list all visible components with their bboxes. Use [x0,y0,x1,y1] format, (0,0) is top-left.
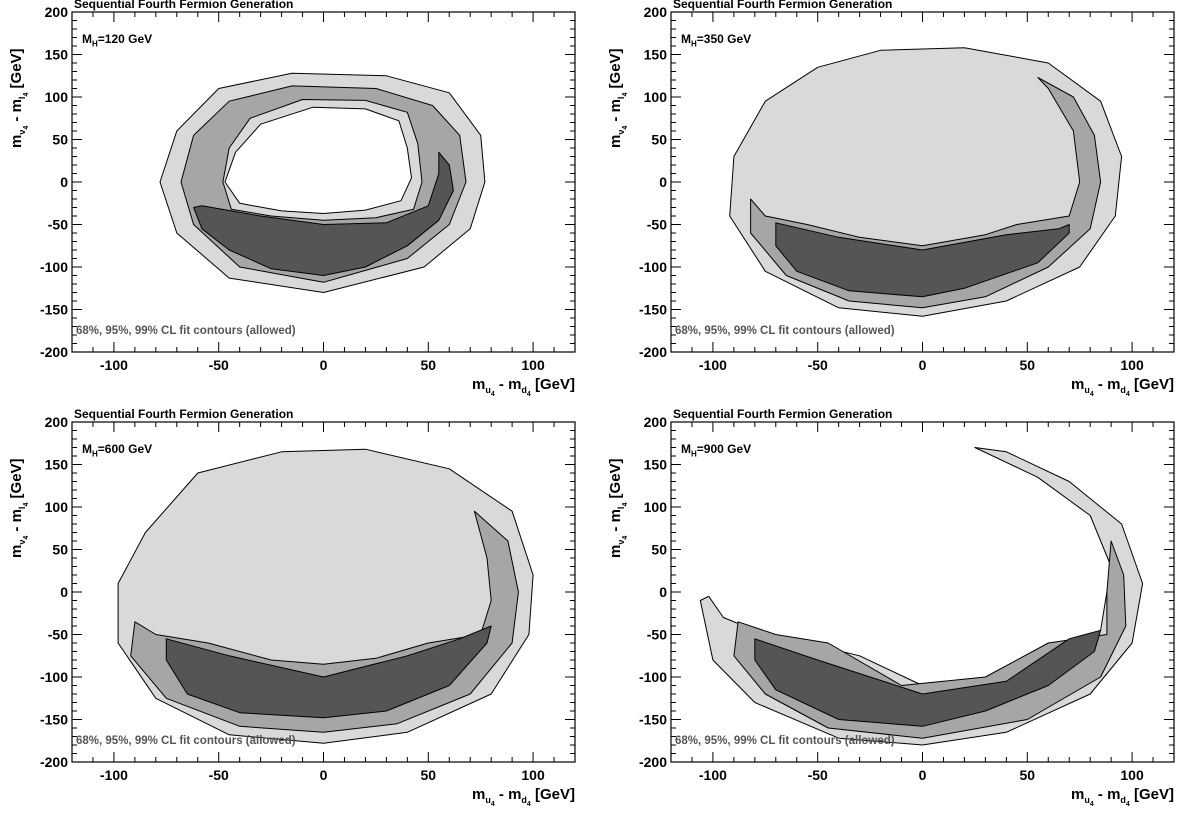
y-tick-label: 150 [644,457,668,473]
x-tick-label: -50 [209,357,229,373]
y-tick-label: -200 [639,754,667,770]
x-tick-label: -100 [100,357,128,373]
y-tick-label: 0 [659,174,667,190]
y-tick-label: -50 [48,627,68,643]
contour-68-cl [754,629,1102,727]
y-tick-label: -50 [647,627,667,643]
y-tick-label: -200 [639,344,667,360]
x-axis-label: mu4 - md4 [GeV] [1070,376,1174,398]
contour-plot: -100 -50 0 50 100 -200 -150 -100 -50 0 50 100 150 200 [40,414,576,783]
contour-plot: -100 -50 0 50 100 -200 -150 -100 -50 0 50 100 150 200 [40,4,576,373]
y-tick-label: 0 [60,584,68,600]
chart-title: Sequential Fourth Fermion Generation [74,407,294,421]
x-tick-label: 50 [1020,357,1036,373]
y-tick-label: 200 [644,4,668,20]
y-tick-label: 200 [644,414,668,430]
higgs-mass-label: MH=120 GeV [82,32,153,49]
chart-panel-1: -100 -50 0 50 100 -200 -150 -100 -50 0 50 100 150 200… [0,0,598,409]
y-tick-label: -50 [48,217,68,233]
x-tick-label: -50 [808,357,828,373]
x-tick-label: 0 [320,357,328,373]
chart-panel-3: -100 -50 0 50 100 -200 -150 -100 -50 0 50 100 150 200… [0,407,598,819]
y-tick-label: 50 [651,542,667,558]
x-tick-label: 100 [521,357,545,373]
x-axis-label: mu4 - md4 [GeV] [1070,786,1174,808]
contour-68-cl [193,151,454,276]
x-tick-label: -100 [699,767,727,783]
x-tick-label: 100 [1120,767,1144,783]
higgs-mass-label: MH=900 GeV [681,442,752,459]
y-tick-label: 150 [644,47,668,63]
y-tick-label: 0 [659,584,667,600]
x-tick-label: 100 [1120,357,1144,373]
contour-excluded [224,106,412,214]
x-tick-label: 50 [1020,767,1036,783]
y-tick-label: -150 [40,302,68,318]
y-tick-label: 50 [651,132,667,148]
y-tick-label: -100 [639,259,667,275]
y-tick-label: 150 [45,457,69,473]
x-tick-label: 0 [320,767,328,783]
x-tick-label: -50 [808,767,828,783]
y-axis-label: mν4 - ml4 [GeV] [8,48,30,148]
y-tick-label: 50 [52,542,68,558]
y-tick-label: -150 [639,712,667,728]
chart-title: Sequential Fourth Fermion Generation [673,0,893,11]
x-tick-label: -50 [209,767,229,783]
y-tick-label: -100 [40,669,68,685]
x-tick-label: 100 [521,767,545,783]
contour-plot: -100 -50 0 50 100 -200 -150 -100 -50 0 50 100 150 200 [639,4,1175,373]
contour-legend-note: 68%, 95%, 99% CL fit contours (allowed) [76,735,296,747]
y-tick-label: 100 [45,499,69,515]
chart-panel-2: -100 -50 0 50 100 -200 -150 -100 -50 0 50 100 150 200… [599,0,1197,409]
x-tick-label: -100 [100,767,128,783]
x-tick-label: 50 [421,357,437,373]
higgs-mass-label: MH=350 GeV [681,32,752,49]
contour-legend-note: 68%, 95%, 99% CL fit contours (allowed) [76,325,296,337]
contour-legend-note: 68%, 95%, 99% CL fit contours (allowed) [675,735,895,747]
y-tick-label: 0 [60,174,68,190]
chart-title: Sequential Fourth Fermion Generation [673,407,893,421]
x-tick-label: 0 [919,767,927,783]
y-tick-label: -150 [639,302,667,318]
x-tick-label: -100 [699,357,727,373]
contour-legend-note: 68%, 95%, 99% CL fit contours (allowed) [675,325,895,337]
y-axis-label: mν4 - ml4 [GeV] [607,48,629,148]
contour-68-cl [775,222,1070,298]
x-tick-label: 50 [421,767,437,783]
y-tick-label: -200 [40,344,68,360]
contour-plot: -100 -50 0 50 100 -200 -150 -100 -50 0 50 100 150 200 [639,414,1175,783]
contour-68-cl [165,625,492,719]
y-tick-label: 200 [45,4,69,20]
y-axis-label: mν4 - ml4 [GeV] [8,458,30,558]
y-tick-label: 100 [644,89,668,105]
x-axis-label: mu4 - md4 [GeV] [471,786,575,808]
y-tick-label: -100 [40,259,68,275]
x-axis-label: mu4 - md4 [GeV] [471,376,575,398]
y-tick-label: 100 [45,89,69,105]
y-tick-label: 100 [644,499,668,515]
y-tick-label: -50 [647,217,667,233]
y-tick-label: 50 [52,132,68,148]
y-tick-label: -100 [639,669,667,685]
y-axis-label: mν4 - ml4 [GeV] [607,458,629,558]
y-tick-label: -200 [40,754,68,770]
chart-title: Sequential Fourth Fermion Generation [74,0,294,11]
higgs-mass-label: MH=600 GeV [82,442,153,459]
y-tick-label: -150 [40,712,68,728]
y-tick-label: 150 [45,47,69,63]
chart-panel-4: -100 -50 0 50 100 -200 -150 -100 -50 0 50 100 150 200… [599,407,1197,819]
y-tick-label: 200 [45,414,69,430]
x-tick-label: 0 [919,357,927,373]
